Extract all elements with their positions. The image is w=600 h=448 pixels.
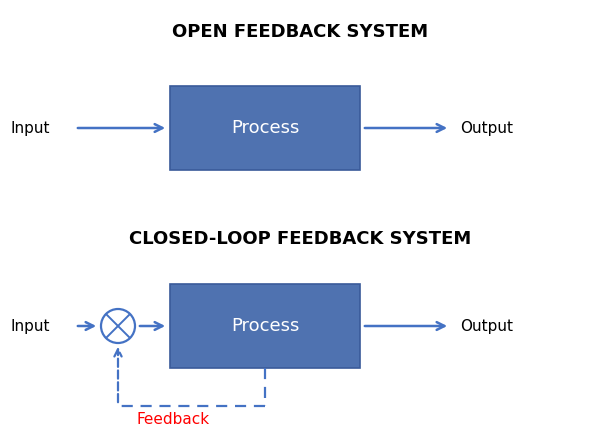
Text: Output: Output [460,319,513,333]
Bar [170,86,360,170]
Text: Output: Output [460,121,513,135]
Text: Feedback: Feedback [136,412,209,427]
Text: Input: Input [10,121,49,135]
Text: OPEN FEEDBACK SYSTEM: OPEN FEEDBACK SYSTEM [172,23,428,41]
Text: Process: Process [231,119,299,137]
Text: Input: Input [10,319,49,333]
Text: Process: Process [231,317,299,335]
Text: CLOSED-LOOP FEEDBACK SYSTEM: CLOSED-LOOP FEEDBACK SYSTEM [129,230,471,248]
Bar [170,284,360,368]
